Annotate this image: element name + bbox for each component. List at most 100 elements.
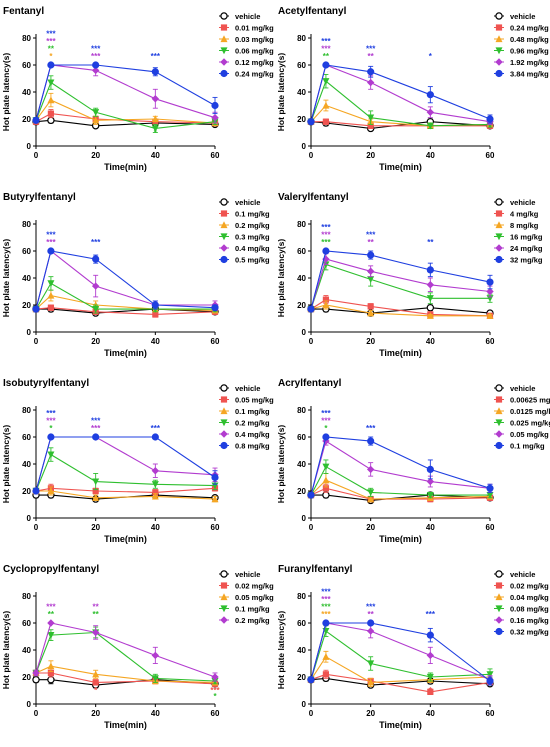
series-line — [310, 677, 491, 686]
data-point — [47, 676, 55, 684]
data-point — [307, 676, 315, 684]
legend-item: 0.8 mg/kg — [219, 442, 270, 451]
legend-item: 0.02 mg/kg — [219, 582, 274, 591]
legend-marker — [220, 58, 228, 66]
legend-label: 0.04 mg/kg — [510, 593, 549, 602]
x-tick-label: 60 — [211, 709, 220, 718]
legend-item: 0.05 mg/kg — [219, 593, 274, 602]
data-point — [322, 247, 330, 255]
x-tick-label: 40 — [151, 709, 160, 718]
data-point — [366, 267, 375, 275]
legend-label: 4 mg/kg — [510, 210, 539, 219]
data-point — [47, 110, 55, 117]
data-point — [92, 487, 99, 495]
significance-mark: *** — [46, 231, 56, 240]
x-tick-label: 60 — [486, 709, 495, 718]
data-point — [426, 477, 435, 486]
legend-label: 0.05 mg/kg — [235, 396, 274, 405]
data-point — [151, 95, 160, 103]
y-tick-label: 20 — [297, 301, 306, 310]
y-tick-label: 80 — [22, 34, 31, 43]
x-tick-label: 40 — [151, 337, 160, 346]
data-point — [47, 632, 55, 639]
y-tick-label: 60 — [297, 61, 306, 70]
data-point — [91, 282, 100, 290]
data-point — [322, 78, 330, 85]
legend-label: 0.48 mg/kg — [510, 35, 549, 44]
series — [32, 247, 219, 313]
legend-label: 0.3 mg/kg — [235, 233, 270, 242]
y-tick-label: 20 — [22, 673, 31, 682]
significance-mark: *** — [46, 30, 56, 39]
legend-item: 4 mg/kg — [494, 210, 539, 219]
y-tick-label: 0 — [27, 328, 32, 337]
series — [32, 433, 219, 495]
legend-marker — [220, 24, 228, 31]
legend-label: 0.02 mg/kg — [510, 582, 549, 591]
data-point — [91, 66, 100, 75]
data-point — [322, 485, 330, 492]
x-axis-label: Time(min) — [379, 534, 422, 544]
y-tick-label: 20 — [297, 487, 306, 496]
legend-marker — [220, 12, 228, 20]
series — [307, 61, 494, 126]
legend-label: 32 mg/kg — [510, 256, 543, 265]
significance-mark: *** — [91, 52, 101, 61]
legend-marker — [220, 47, 228, 55]
y-tick-label: 40 — [22, 460, 31, 469]
legend-label: 0.1 mg/kg — [510, 442, 545, 451]
y-tick-label: 0 — [302, 328, 307, 337]
legend-label: 3.84 mg/kg — [510, 70, 549, 79]
data-point — [151, 301, 159, 309]
y-tick-label: 0 — [302, 700, 307, 709]
legend-item: 0.025 mg/kg — [494, 419, 550, 428]
significance-mark: *** — [46, 417, 56, 426]
y-tick-label: 0 — [302, 142, 307, 151]
x-tick-label: 40 — [426, 337, 435, 346]
y-tick-label: 20 — [22, 487, 31, 496]
data-point — [211, 304, 219, 312]
data-point — [486, 278, 494, 286]
legend-marker — [220, 210, 228, 217]
x-tick-label: 60 — [211, 151, 220, 160]
x-tick-label: 40 — [151, 151, 160, 160]
data-point — [367, 495, 375, 503]
chart-title: Furanylfentanyl — [278, 564, 353, 575]
data-point — [47, 451, 55, 459]
series — [32, 247, 219, 313]
legend-marker — [220, 69, 228, 78]
significance-mark: * — [324, 424, 328, 433]
legend-item: 0.02 mg/kg — [494, 582, 549, 591]
legend-marker — [220, 582, 228, 589]
x-tick-label: 20 — [366, 523, 375, 532]
legend-label: vehicle — [235, 570, 260, 579]
y-tick-label: 60 — [297, 433, 306, 442]
series-line — [310, 250, 491, 310]
data-point — [32, 116, 40, 124]
legend-marker — [495, 430, 503, 438]
legend-marker — [495, 210, 503, 217]
data-point — [47, 96, 55, 104]
legend-marker — [495, 582, 503, 589]
legend-item: 0.48 mg/kg — [494, 35, 549, 44]
legend-item: 0.0125 mg/kg — [494, 407, 550, 416]
data-point — [307, 491, 315, 499]
chart-panel: Acetylfentanyl 0 20 40 60 80 0 20 40 60 Time(min) H… — [276, 6, 549, 172]
series-line — [310, 436, 491, 496]
x-tick-label: 0 — [309, 151, 314, 160]
series-line — [35, 631, 216, 682]
legend-marker — [495, 616, 503, 624]
legend-label: 0.8 mg/kg — [235, 442, 270, 451]
data-point — [322, 296, 330, 303]
significance-mark: ** — [48, 610, 55, 619]
legend-label: 0.1 mg/kg — [235, 210, 270, 219]
significance-mark: *** — [366, 603, 376, 612]
data-point — [426, 465, 434, 473]
x-tick-label: 20 — [91, 709, 100, 718]
series — [32, 61, 219, 124]
legend-marker — [220, 570, 228, 578]
series — [307, 625, 494, 684]
legend-item: vehicle — [219, 12, 260, 21]
series-line — [35, 250, 215, 310]
x-tick-label: 40 — [151, 523, 160, 532]
